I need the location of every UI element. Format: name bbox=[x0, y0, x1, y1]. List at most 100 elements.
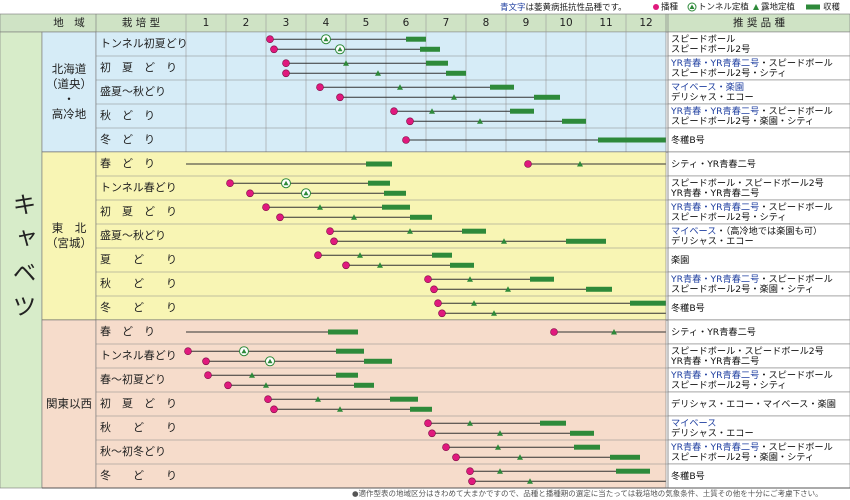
variety-line: スピードボール2号・シティ bbox=[671, 212, 787, 223]
variety-line: YR青春・YR青春二号・スピードボール bbox=[670, 105, 833, 117]
region-name: ・ bbox=[63, 92, 75, 106]
variety-name: デリシャス・エコー bbox=[671, 91, 754, 103]
variety-line: 冬穫B号 bbox=[671, 134, 705, 146]
variety-cell bbox=[667, 295, 850, 321]
region-name: 東 北 bbox=[52, 221, 87, 235]
tunnel-tri bbox=[303, 190, 309, 196]
variety-name: ・スピードボール bbox=[759, 370, 833, 381]
tunnel-tri bbox=[323, 36, 329, 42]
variety-name: シティ・YR青春二号 bbox=[671, 326, 756, 338]
legend-sow: 播種 bbox=[661, 2, 679, 13]
sow-mark bbox=[468, 477, 476, 486]
variety-line: スピードボール2号・楽園・シティ bbox=[671, 115, 814, 127]
sow-mark bbox=[434, 299, 442, 308]
month-label: 6 bbox=[403, 17, 410, 29]
variety-name: スピードボール2号・楽園・シティ bbox=[671, 283, 814, 295]
variety-line: デリシャス・エコー bbox=[671, 91, 754, 103]
header-region: 地 域 bbox=[53, 16, 85, 29]
harvest-bar bbox=[534, 94, 560, 100]
variety-line: 楽園 bbox=[671, 254, 689, 266]
harvest-bar bbox=[336, 372, 358, 378]
plant-mark bbox=[517, 454, 523, 460]
region-name: 北海道 bbox=[52, 62, 87, 76]
sow-mark bbox=[276, 213, 284, 222]
harvest-bar bbox=[570, 430, 594, 436]
variety-line: スピードボール2号・シティ bbox=[671, 68, 787, 79]
plant-mark bbox=[377, 262, 383, 268]
variety-name: ・（高冷地では楽園も可） bbox=[716, 225, 822, 237]
tunnel-mark bbox=[301, 188, 311, 199]
plant-mark bbox=[467, 276, 473, 282]
cultivation-type: 夏 ど り bbox=[100, 253, 177, 266]
variety-line: YR青春・YR青春二号・スピードボール bbox=[670, 273, 833, 285]
sow-mark bbox=[224, 381, 232, 390]
variety-line: マイベース・（高冷地では楽園も可） bbox=[671, 225, 822, 237]
plant-mark bbox=[577, 161, 583, 167]
sow-mark bbox=[430, 285, 438, 294]
sow-mark bbox=[466, 467, 474, 476]
plant-mark bbox=[501, 238, 507, 244]
month-label: 10 bbox=[559, 17, 572, 29]
cultivation-type: 春～初夏どり bbox=[100, 372, 166, 386]
plant-mark bbox=[249, 372, 255, 378]
harvest-bar bbox=[432, 252, 452, 258]
variety-name: スピードボール2号・シティ bbox=[671, 380, 787, 391]
harvest-bar bbox=[354, 382, 374, 388]
variety-name: スピードボール2号 bbox=[671, 44, 750, 55]
variety-name: 楽園 bbox=[671, 254, 689, 266]
sow-mark bbox=[282, 69, 290, 78]
plant-mark bbox=[357, 252, 363, 258]
variety-line: スピードボール2号・楽園・シティ bbox=[671, 283, 814, 295]
crop-label: キャベツ bbox=[8, 192, 36, 328]
variety-line: マイベース bbox=[671, 418, 716, 429]
sow-mark bbox=[438, 309, 446, 318]
tunnel-tri bbox=[283, 180, 289, 186]
variety-name: YR青春・YR青春二号 bbox=[670, 105, 759, 117]
variety-name: スピードボール2号・楽園・シティ bbox=[671, 451, 814, 463]
variety-name: 冬穫B号 bbox=[671, 134, 705, 146]
variety-cell bbox=[667, 319, 850, 345]
variety-name: YR青春・YR青春二号 bbox=[670, 201, 759, 213]
cultivation-type: 春 ど り bbox=[100, 157, 155, 170]
sow-mark bbox=[442, 443, 450, 452]
month-label: 5 bbox=[363, 17, 370, 29]
sow-mark bbox=[270, 45, 278, 54]
variety-name: デリシャス・エコー・マイベース・楽園 bbox=[671, 398, 836, 410]
legend-plant: 露地定植 bbox=[761, 2, 796, 13]
variety-name: マイベース bbox=[671, 418, 716, 429]
variety-line: スピードボール2号・シティ bbox=[671, 380, 787, 391]
variety-name: スピードボール・スピードボール2号 bbox=[671, 346, 824, 357]
sow-mark bbox=[550, 328, 558, 336]
variety-cell bbox=[667, 247, 850, 273]
harvest-bar bbox=[390, 396, 418, 402]
harvest-bar bbox=[420, 46, 440, 52]
sow-mark bbox=[282, 59, 290, 68]
variety-line: 冬穫B号 bbox=[671, 470, 705, 482]
cultivation-type: 春 ど り bbox=[100, 325, 155, 338]
tunnel-tri bbox=[267, 358, 273, 364]
variety-name: YR青春・YR青春二号 bbox=[670, 187, 759, 199]
sow-mark bbox=[326, 227, 334, 235]
cultivation-type: 冬 ど り bbox=[100, 132, 155, 146]
cultivation-type: トンネル春どり bbox=[100, 349, 177, 362]
variety-line: デリシャス・エコー bbox=[671, 235, 754, 247]
region-grid-bg bbox=[96, 152, 666, 320]
variety-name: デリシャス・エコー bbox=[671, 427, 754, 439]
region-name: （宮城） bbox=[46, 236, 92, 250]
harvest-bar bbox=[586, 286, 612, 292]
plant-mark bbox=[451, 94, 457, 100]
harvest-bar bbox=[410, 214, 432, 220]
harvest-bar bbox=[410, 406, 432, 412]
variety-cell bbox=[667, 79, 850, 105]
sow-mark bbox=[226, 179, 234, 187]
month-label: 1 bbox=[203, 17, 210, 29]
variety-cell bbox=[667, 439, 850, 465]
month-label: 3 bbox=[283, 17, 290, 29]
plant-mark bbox=[263, 382, 269, 388]
tunnel-mark bbox=[265, 356, 275, 367]
cultivation-type: 秋 ど り bbox=[100, 420, 177, 434]
plant-mark bbox=[375, 70, 381, 76]
plant-mark bbox=[317, 204, 323, 210]
sow-mark bbox=[266, 35, 274, 44]
